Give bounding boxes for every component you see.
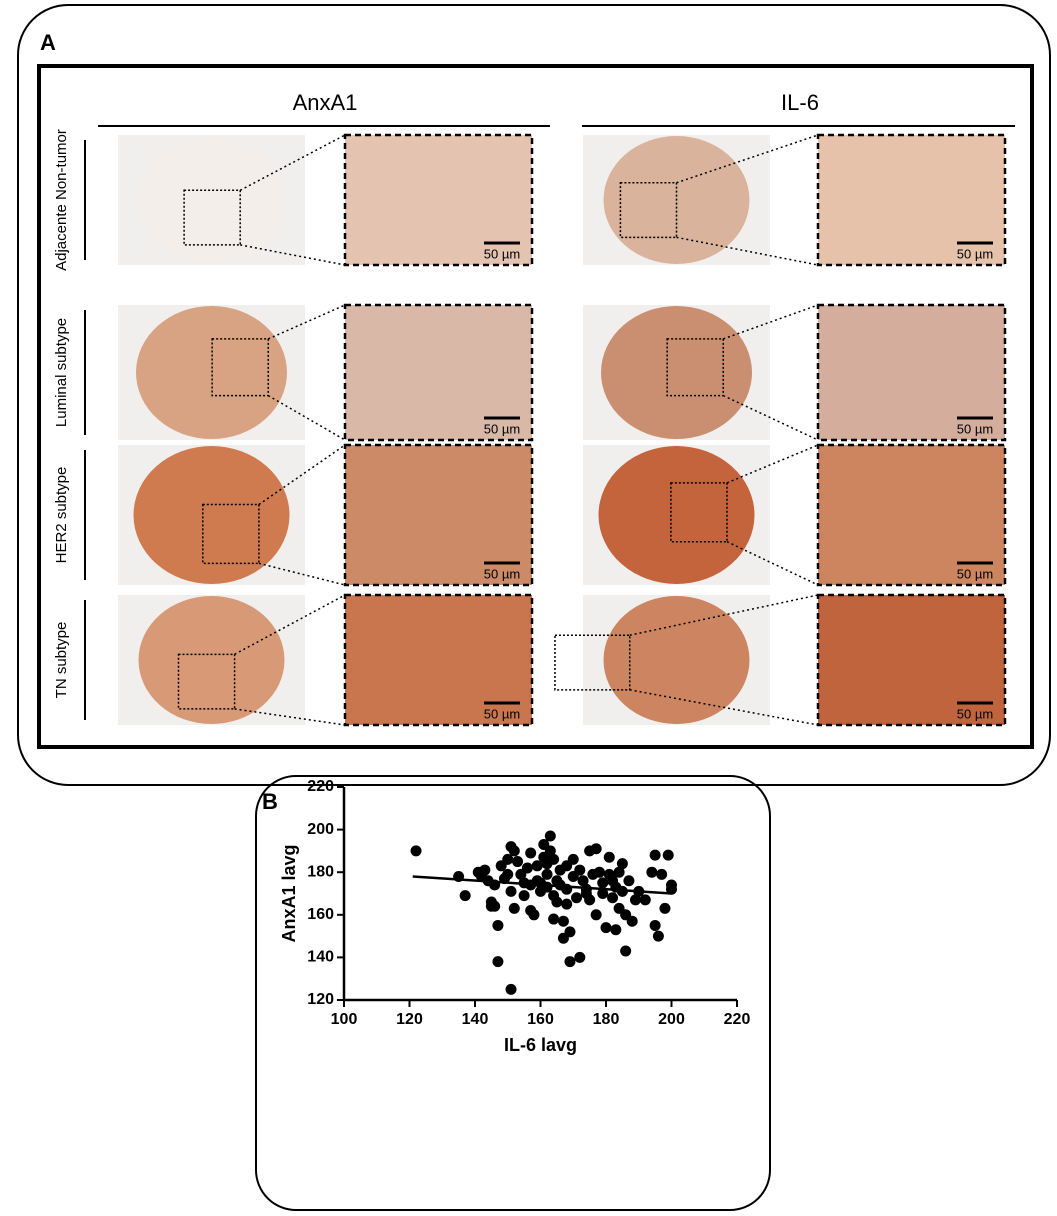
data-point: [581, 888, 592, 899]
tissue-core: [604, 596, 750, 724]
data-point: [460, 890, 471, 901]
data-point: [492, 956, 503, 967]
data-point: [506, 984, 517, 995]
data-point: [551, 897, 562, 908]
tissue-core: [601, 306, 752, 439]
x-tick-label: 200: [658, 1011, 685, 1028]
panel-label: A: [40, 30, 56, 55]
data-point: [666, 879, 677, 890]
data-point: [604, 852, 615, 863]
panel-label: B: [262, 789, 278, 814]
data-point: [545, 830, 556, 841]
data-point: [663, 850, 674, 861]
row-label: Luminal subtype: [53, 318, 70, 427]
x-tick-label: 140: [462, 1011, 489, 1028]
row-label: HER2 subtype: [53, 467, 70, 564]
data-point: [512, 856, 523, 867]
y-tick-label: 140: [307, 949, 334, 966]
x-tick-label: 180: [593, 1011, 620, 1028]
tissue-core: [134, 446, 290, 584]
data-point: [492, 920, 503, 931]
data-point: [525, 905, 536, 916]
data-point: [509, 903, 520, 914]
tissue-core: [139, 596, 285, 724]
data-point: [509, 845, 520, 856]
data-point: [571, 892, 582, 903]
data-point: [489, 901, 500, 912]
tissue-core: [599, 446, 755, 584]
data-point: [640, 894, 651, 905]
data-point: [610, 924, 621, 935]
data-point: [519, 890, 530, 901]
zoom-image: [345, 305, 532, 440]
scale-bar-label: 50 µm: [484, 566, 520, 581]
data-point: [548, 854, 559, 865]
column-header: IL-6: [781, 90, 819, 115]
zoom-image: [818, 305, 1005, 440]
tissue-core: [139, 136, 285, 264]
data-point: [591, 843, 602, 854]
data-point: [506, 886, 517, 897]
data-point: [564, 956, 575, 967]
figure: A B AnxA1 IL-6 Adjacente Non-tumor 50 µm 50 …: [0, 0, 1057, 1216]
data-point: [522, 862, 533, 873]
data-point: [627, 916, 638, 927]
y-tick-label: 180: [307, 863, 334, 880]
scale-bar-label: 50 µm: [484, 246, 520, 261]
data-point: [548, 914, 559, 925]
data-point: [591, 909, 602, 920]
page: A B AnxA1 IL-6 Adjacente Non-tumor 50 µm 50 …: [0, 0, 1057, 1216]
scale-bar-label: 50 µm: [484, 706, 520, 721]
data-point: [653, 931, 664, 942]
scale-bar-label: 50 µm: [957, 566, 993, 581]
y-tick-label: 120: [307, 991, 334, 1008]
y-tick-label: 160: [307, 906, 334, 923]
column-header: AnxA1: [293, 90, 358, 115]
x-axis-title: IL-6 lavg: [504, 1035, 577, 1055]
data-point: [561, 899, 572, 910]
data-point: [564, 926, 575, 937]
scale-bar-label: 50 µm: [957, 246, 993, 261]
x-tick-label: 120: [396, 1011, 423, 1028]
data-point: [568, 854, 579, 865]
data-point: [623, 875, 634, 886]
data-point: [594, 867, 605, 878]
y-tick-label: 220: [307, 778, 334, 795]
row-label: Adjacente Non-tumor: [53, 129, 70, 271]
data-point: [601, 922, 612, 933]
y-tick-label: 200: [307, 821, 334, 838]
data-point: [646, 867, 657, 878]
scale-bar-label: 50 µm: [957, 706, 993, 721]
row-label: TN subtype: [53, 622, 70, 699]
x-tick-label: 100: [331, 1011, 358, 1028]
data-point: [617, 858, 628, 869]
data-point: [650, 850, 661, 861]
data-point: [574, 865, 585, 876]
x-tick-label: 220: [724, 1011, 751, 1028]
data-point: [574, 952, 585, 963]
y-axis-title: AnxA1 lavg: [279, 844, 299, 942]
data-point: [607, 892, 618, 903]
data-point: [502, 869, 513, 880]
data-point: [558, 916, 569, 927]
data-point: [656, 869, 667, 880]
data-point: [620, 946, 631, 957]
data-point: [659, 903, 670, 914]
scale-bar-label: 50 µm: [957, 421, 993, 436]
data-point: [525, 848, 536, 859]
data-point: [535, 877, 546, 888]
data-point: [650, 920, 661, 931]
scale-bar-label: 50 µm: [484, 421, 520, 436]
data-point: [479, 865, 490, 876]
x-tick-label: 160: [527, 1011, 554, 1028]
data-point: [411, 845, 422, 856]
